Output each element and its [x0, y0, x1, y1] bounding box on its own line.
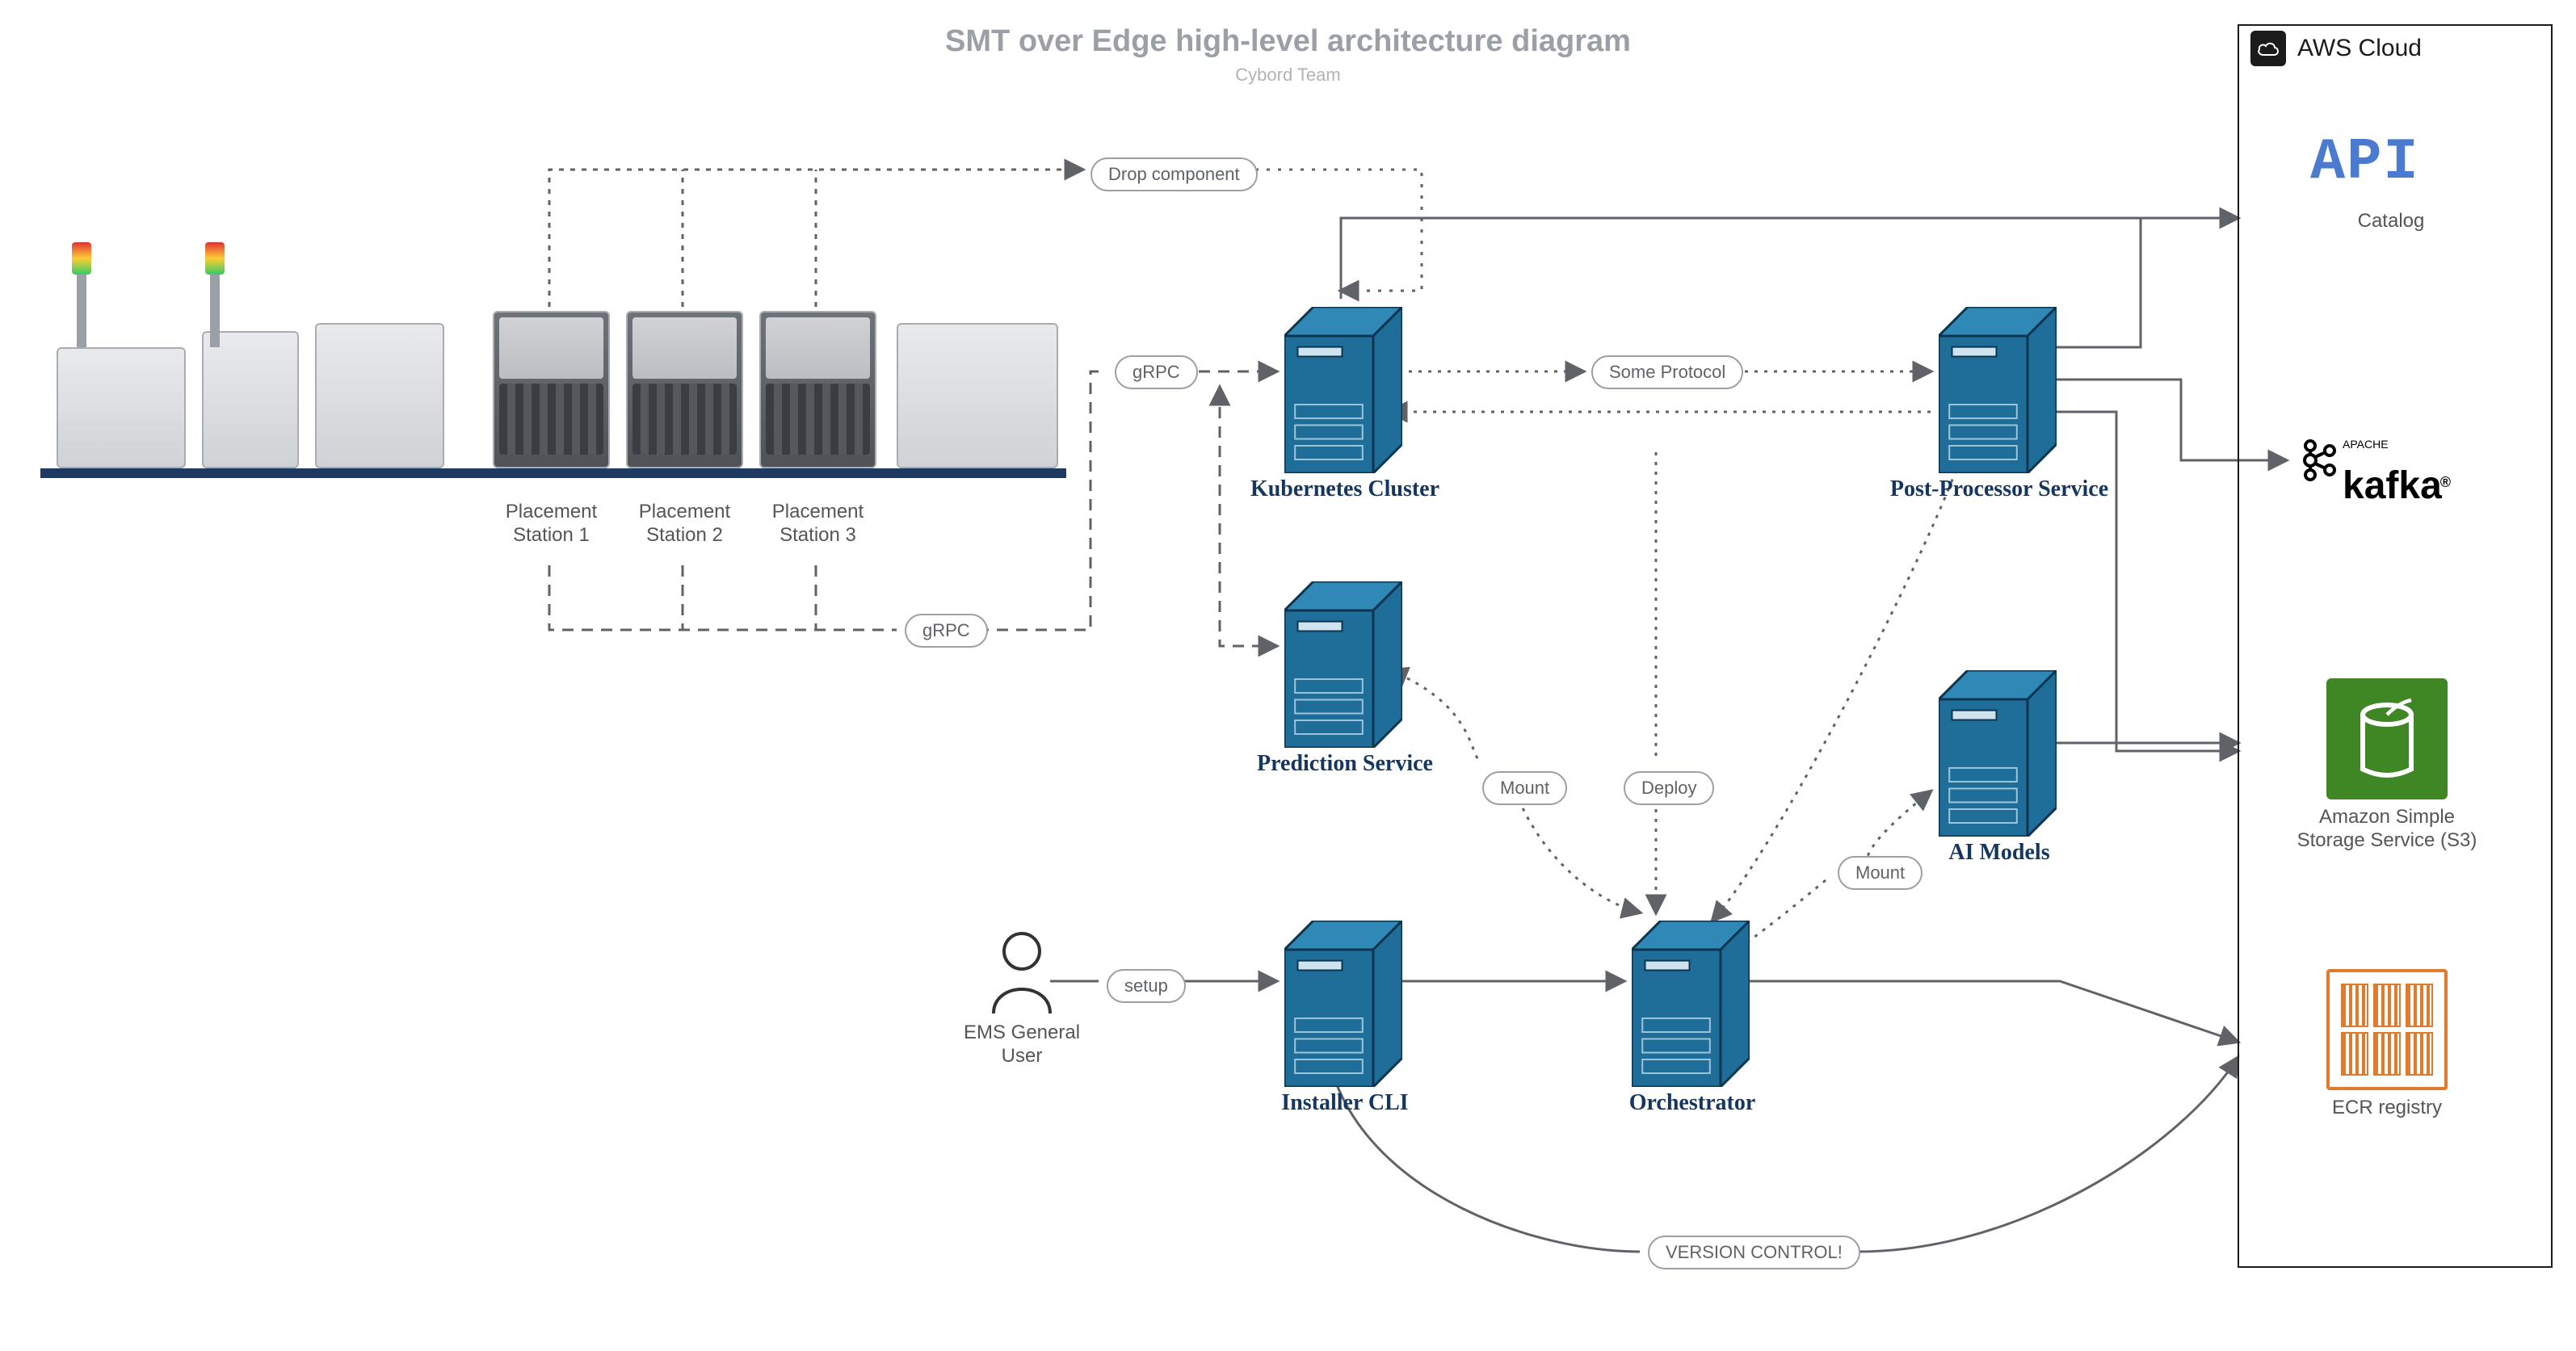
smt-conveyor-base: [40, 468, 1066, 478]
placement-station-label-ps2: PlacementStation 2: [622, 501, 747, 548]
edge-label-grpc2: gRPC: [905, 614, 988, 648]
smt-machine-2: [315, 323, 444, 468]
edge-ps-to-grpc1: [549, 565, 897, 630]
edge-label-grpc1: gRPC: [1115, 355, 1198, 389]
ecr-label: ECR registry: [2318, 1097, 2456, 1120]
smt-machine-0: [57, 347, 186, 468]
smt-machine-3: [897, 323, 1058, 468]
signal-light-1: [210, 266, 220, 347]
server-installer: [1284, 921, 1402, 1091]
signal-light-lamp-0: [72, 242, 91, 275]
placement-station-label-ps3: PlacementStation 3: [755, 501, 880, 548]
ems-user: EMS GeneralUser: [985, 929, 1131, 1068]
edge-label-someproto: Some Protocol: [1591, 355, 1743, 389]
placement-station-label-ps1: PlacementStation 1: [489, 501, 614, 548]
server-k8s: [1284, 307, 1402, 477]
edge-label-mount1: Mount: [1482, 771, 1567, 805]
edge-k8s-to-predict: [1220, 388, 1276, 646]
ecr-icon: [2326, 969, 2448, 1090]
server-label-k8s: Kubernetes Cluster: [1228, 476, 1462, 502]
placement-station-ps2: [626, 311, 743, 468]
server-orch: [1632, 921, 1750, 1091]
api-logo: API: [2310, 129, 2420, 195]
placement-station-ps3: [759, 311, 876, 468]
kafka-logo: APACHEkafka®: [2294, 436, 2404, 529]
edge-ps-to-drop-1: [549, 170, 1082, 307]
edge-label-version: VERSION CONTROL!: [1648, 1236, 1860, 1269]
edge-version-ecr: [1858, 1058, 2238, 1252]
server-label-installer: Installer CLI: [1228, 1090, 1462, 1116]
edge-mount-orch: [1519, 799, 1640, 913]
edge-postproc-s3: [2036, 412, 2238, 751]
diagram-subtitle: Cybord Team: [1235, 65, 1340, 86]
server-label-orch: Orchestrator: [1575, 1090, 1809, 1116]
server-predict: [1284, 581, 1402, 752]
diagram-title: SMT over Edge high-level architecture di…: [945, 24, 1631, 59]
server-label-postproc: Post-Processor Service: [1882, 476, 2116, 502]
api-label: Catalog: [2326, 210, 2456, 233]
edge-label-deploy: Deploy: [1624, 771, 1714, 805]
diagram-canvas: { "canvas": { "width": 3189, "height": 1…: [0, 0, 2576, 1351]
server-label-predict: Prediction Service: [1228, 751, 1462, 777]
cloud-icon: [2250, 31, 2286, 66]
edge-orch-ecr: [1737, 981, 2238, 1042]
smt-machine-1: [202, 331, 299, 468]
s3-label: Amazon SimpleStorage Service (S3): [2294, 806, 2480, 853]
ems-user-label: EMS GeneralUser: [949, 1022, 1095, 1068]
placement-station-ps1: [493, 311, 610, 468]
server-aimodels: [1939, 670, 2057, 841]
edge-drop-to-k8s: [1244, 170, 1422, 291]
aws-cloud-header: AWS Cloud: [2239, 26, 2422, 71]
signal-light-0: [77, 266, 86, 347]
edge-predict-mount: [1389, 670, 1478, 759]
signal-light-lamp-1: [205, 242, 225, 275]
s3-icon: [2326, 678, 2448, 799]
edge-k8s-api: [1341, 218, 2238, 299]
aws-cloud-label: AWS Cloud: [2297, 35, 2422, 62]
user-icon: [985, 929, 1058, 1017]
edge-label-drop: Drop component: [1090, 157, 1258, 191]
edge-label-mount2: Mount: [1838, 856, 1923, 890]
server-postproc: [1939, 307, 2057, 477]
